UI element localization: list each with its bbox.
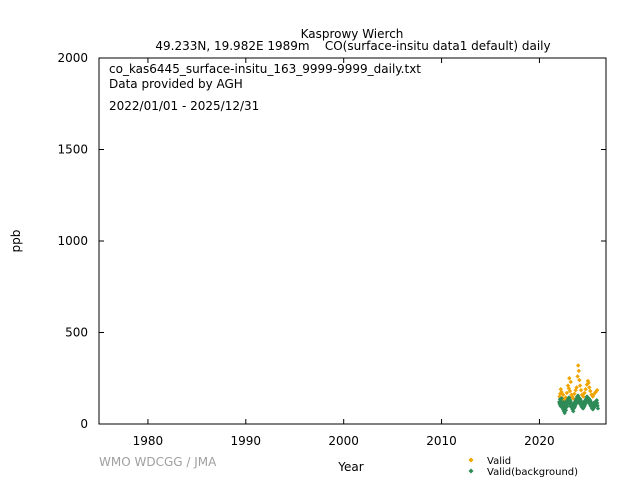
- data-point-valid: [558, 387, 563, 392]
- data-point-valid-background: [567, 401, 572, 407]
- data-point-valid: [566, 386, 572, 391]
- data-point-valid: [574, 385, 579, 390]
- data-point-valid-background: [585, 398, 591, 404]
- data-point-valid: [571, 396, 576, 401]
- data-point-valid-background: [564, 404, 570, 409]
- data-point-valid: [586, 380, 591, 386]
- x-tick-label: 2010: [426, 434, 457, 448]
- data-point-valid-background: [563, 401, 568, 407]
- data-point-valid: [593, 389, 598, 395]
- data-point-valid: [587, 385, 592, 390]
- data-point-valid: [581, 394, 586, 399]
- y-tick-label: 1500: [57, 143, 88, 157]
- data-point-valid-background: [559, 396, 564, 401]
- data-point-valid-background: [562, 404, 567, 409]
- x-tick-label: 1980: [133, 434, 164, 448]
- data-points: [557, 363, 601, 416]
- y-axis-label: ppb: [9, 230, 23, 253]
- data-point-valid: [564, 390, 570, 396]
- data-point-valid: [559, 389, 564, 395]
- data-point-valid-background: [571, 408, 576, 414]
- data-point-valid: [582, 390, 587, 396]
- data-point-valid: [594, 387, 600, 393]
- credit-text: WMO WDCGG / JMA: [99, 455, 217, 469]
- data-point-valid-background: [567, 397, 572, 402]
- data-point-valid-background: [588, 399, 594, 405]
- data-point-valid-background: [574, 396, 579, 401]
- y-tick-label: 0: [80, 417, 88, 431]
- data-point-valid-background: [572, 405, 577, 410]
- data-point-valid-background: [578, 397, 583, 402]
- data-point-valid: [557, 394, 562, 399]
- chart-title: Kasprowy Wierch: [301, 27, 404, 41]
- data-point-valid-background: [592, 404, 598, 409]
- x-tick-label: 1990: [231, 434, 262, 448]
- annotation-date-range: 2022/01/01 - 2025/12/31: [109, 99, 259, 113]
- data-point-valid-background: [563, 408, 569, 413]
- legend-marker-valid-background: [468, 468, 474, 474]
- data-point-valid: [567, 388, 573, 394]
- annotation-provider: Data provided by AGH: [109, 77, 243, 91]
- annotation-filename: co_kas6445_surface-insitu_163_9999-9999_…: [109, 62, 421, 76]
- data-point-valid: [572, 391, 577, 397]
- data-point-valid: [562, 398, 567, 403]
- data-point-valid: [576, 363, 581, 368]
- data-point-valid: [567, 376, 572, 381]
- data-point-valid-background: [594, 400, 600, 406]
- x-tick-label: 2020: [524, 434, 555, 448]
- data-point-valid: [575, 374, 580, 379]
- data-point-valid-background: [594, 398, 599, 403]
- x-axis: 1980 1990 2000 2010 2020: [133, 58, 555, 448]
- x-tick-label: 2000: [328, 434, 359, 448]
- data-point-valid: [584, 382, 590, 387]
- data-point-valid: [592, 391, 597, 397]
- data-point-valid-background: [574, 399, 580, 405]
- legend: Valid Valid(background): [468, 456, 578, 478]
- legend-marker-valid: [468, 457, 474, 463]
- data-point-valid: [560, 392, 566, 397]
- legend-label-valid: Valid: [487, 456, 511, 467]
- data-point-valid-background: [558, 398, 563, 404]
- y-axis: 0 500 1000 1500 2000: [57, 51, 606, 431]
- chart-subtitle: 49.233N, 19.982E 1989m CO(surface-insitu…: [155, 39, 550, 53]
- data-point-valid-background: [589, 401, 594, 407]
- data-point-valid: [568, 379, 573, 385]
- data-point-valid: [583, 387, 588, 392]
- data-point-valid: [570, 394, 575, 399]
- data-point-valid-background: [557, 397, 563, 402]
- y-tick-label: 1000: [57, 234, 88, 248]
- y-tick-label: 2000: [57, 51, 88, 65]
- data-point-valid-background: [583, 400, 589, 406]
- data-point-valid-background: [560, 405, 565, 410]
- x-axis-label: Year: [337, 460, 363, 474]
- data-point-valid: [590, 394, 595, 399]
- data-point-valid-background: [569, 400, 574, 406]
- data-point-valid-background: [595, 406, 601, 411]
- data-point-valid-background: [573, 403, 578, 408]
- data-point-valid: [577, 377, 582, 383]
- data-point-valid-background: [560, 402, 565, 407]
- data-point-valid-background: [595, 403, 600, 408]
- data-point-valid: [578, 387, 584, 393]
- data-point-valid: [576, 368, 581, 374]
- y-tick-label: 500: [65, 326, 88, 340]
- data-point-valid-background: [579, 400, 585, 406]
- legend-label-valid-background: Valid(background): [487, 467, 578, 478]
- data-point-valid-background: [582, 404, 587, 409]
- data-point-valid: [588, 388, 593, 394]
- data-point-valid: [577, 383, 583, 388]
